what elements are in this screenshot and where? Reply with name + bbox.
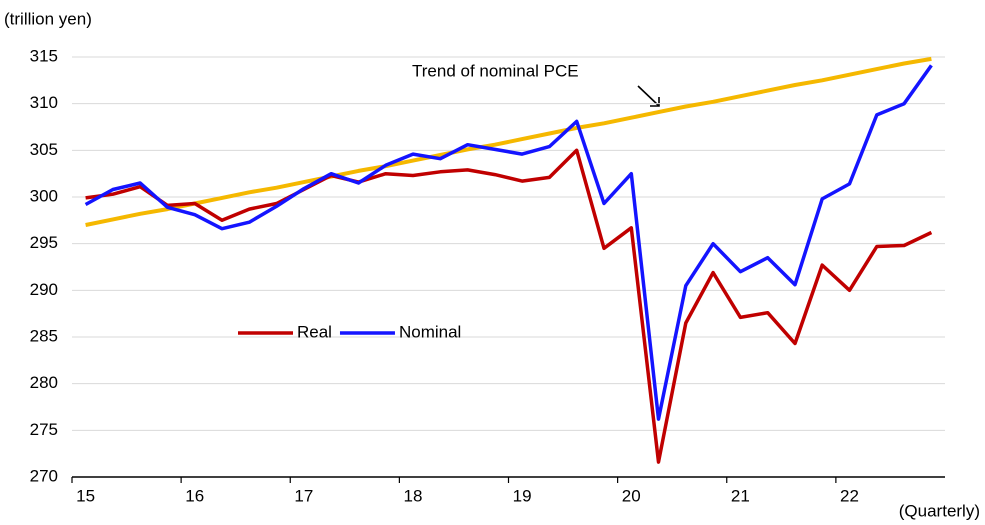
y-tick-label: 300 [30, 186, 58, 205]
annotation: Trend of nominal PCE [412, 61, 579, 80]
y-tick-label: 310 [30, 93, 58, 112]
y-tick-label: 315 [30, 46, 58, 65]
x-tick-label: 21 [731, 486, 750, 505]
y-tick-label: 270 [30, 466, 58, 485]
y-tick-label: 290 [30, 280, 58, 299]
x-axis-label: (Quarterly) [899, 501, 980, 520]
annotation-arrow [637, 85, 660, 107]
legend-label: Nominal [399, 322, 461, 341]
y-tick-label: 305 [30, 140, 58, 159]
x-tick-label: 17 [294, 486, 313, 505]
trend-line [85, 56, 932, 227]
x-tick-label: 18 [404, 486, 423, 505]
y-tick-label: 275 [30, 420, 58, 439]
x-tick-label: 16 [185, 486, 204, 505]
x-tick-label: 22 [840, 486, 859, 505]
y-tick-label: 280 [30, 373, 58, 392]
y-axis-label: (trillion yen) [4, 9, 92, 28]
x-tick-label: 20 [622, 486, 641, 505]
x-tick-label: 19 [513, 486, 532, 505]
line-series [85, 148, 933, 464]
y-tick-label: 295 [30, 233, 58, 252]
legend-label: Real [297, 322, 332, 341]
y-tick-label: 285 [30, 326, 58, 345]
line-series [84, 64, 933, 421]
x-tick-label: 15 [76, 486, 95, 505]
